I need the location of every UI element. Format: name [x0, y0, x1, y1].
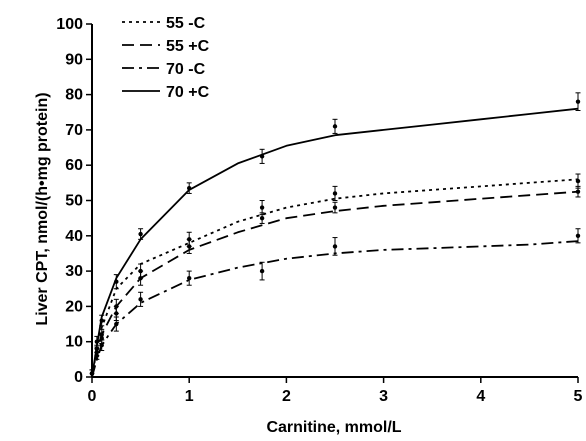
- data-point: [114, 321, 119, 327]
- data-point: [259, 268, 265, 274]
- series-line: [91, 240, 579, 378]
- y-tick-label: 50: [65, 193, 83, 210]
- y-axis-title: Liver CPT, nmol/(h•mg protein): [34, 92, 51, 325]
- data-point: [114, 279, 119, 284]
- data-point: [332, 124, 338, 129]
- data-point: [138, 231, 143, 237]
- x-tick-label: 4: [476, 388, 485, 405]
- y-tick-label: 0: [74, 369, 83, 386]
- data-point: [575, 178, 581, 184]
- series-layer: [89, 92, 581, 378]
- legend: 55 -C 55 +C 70 -C 70 +C: [122, 15, 210, 101]
- data-point: [99, 343, 104, 348]
- y-tick-label: 10: [65, 334, 83, 351]
- legend-label: 55 +C: [166, 38, 210, 55]
- data-point: [259, 215, 265, 221]
- legend-item: 55 -C: [122, 15, 206, 32]
- legend-item: 55 +C: [122, 38, 210, 55]
- y-tick-label: 20: [65, 298, 83, 315]
- data-point: [187, 244, 192, 249]
- data-point: [575, 233, 581, 238]
- data-point: [99, 335, 104, 341]
- data-point: [332, 191, 338, 196]
- x-tick-label: 2: [282, 388, 291, 405]
- legend-label: 70 +C: [166, 84, 210, 101]
- y-tick-label: 40: [65, 228, 83, 245]
- data-point: [259, 205, 265, 210]
- data-point: [138, 297, 143, 302]
- legend-item: 70 -C: [122, 61, 206, 78]
- x-tick-label: 0: [88, 388, 97, 405]
- y-tick-label: 80: [65, 87, 83, 104]
- legend-label: 55 -C: [166, 15, 206, 32]
- x-tick-label: 1: [185, 388, 194, 405]
- axes: 0 10 20 30 40 50 60 70 80 90 100 0 1 2 3 4 5: [56, 16, 582, 405]
- y-tick-label: 70: [65, 122, 83, 139]
- series-line: [91, 190, 579, 378]
- series-55plusc: [89, 185, 581, 378]
- data-point: [575, 99, 581, 104]
- legend-item: 70 +C: [122, 84, 210, 101]
- data-point: [89, 371, 95, 376]
- data-point: [259, 154, 265, 159]
- data-point: [94, 339, 100, 344]
- data-point: [187, 275, 192, 281]
- data-point: [99, 318, 104, 323]
- x-axis-title: Carnitine, mmol/L: [266, 419, 401, 436]
- series-70minusc: [89, 228, 581, 378]
- series-70plusc: [89, 92, 581, 378]
- y-tick-label: 30: [65, 263, 83, 280]
- data-point: [187, 185, 192, 191]
- y-tick-label: 90: [65, 51, 83, 68]
- x-tick-label: 3: [379, 388, 388, 405]
- data-point: [114, 311, 119, 316]
- data-point: [575, 189, 581, 194]
- data-point: [332, 244, 338, 249]
- series-line: [91, 178, 579, 378]
- y-tick-label: 60: [65, 157, 83, 174]
- y-tick-label: 100: [56, 16, 83, 33]
- x-tick-label: 5: [574, 388, 583, 405]
- legend-label: 70 -C: [166, 61, 206, 78]
- data-point: [138, 275, 143, 281]
- data-point: [332, 205, 338, 210]
